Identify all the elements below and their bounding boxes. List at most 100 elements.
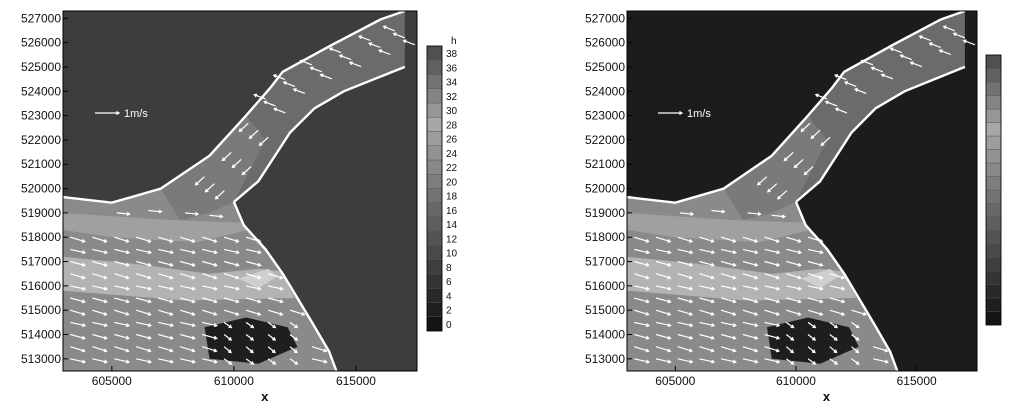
velocity-vector xyxy=(764,248,781,255)
velocity-vector xyxy=(764,297,781,304)
legend-tick-label: 12 xyxy=(446,234,458,245)
legend-swatch xyxy=(985,176,1002,191)
velocity-vector xyxy=(699,333,716,340)
plot-area xyxy=(63,11,417,371)
velocity-vector xyxy=(214,190,225,200)
legend-swatch xyxy=(985,135,1002,150)
chart-panel-2: 1m/s 513000 514000 515000 516000 517000 518000… xyxy=(585,10,1002,404)
velocity-vector xyxy=(803,165,814,176)
velocity-vector xyxy=(742,248,759,255)
velocity-vector xyxy=(158,309,174,316)
velocity-vector xyxy=(70,273,86,280)
velocity-vector xyxy=(928,42,942,49)
velocity-vector xyxy=(194,176,205,186)
velocity-vector xyxy=(158,346,174,353)
velocity-vector xyxy=(699,260,716,267)
velocity-vector xyxy=(70,260,86,267)
velocity-vector xyxy=(223,297,240,304)
y-tick-label: 514000 xyxy=(585,328,625,342)
velocity-vector xyxy=(764,260,781,267)
velocity-vector xyxy=(747,211,762,217)
velocity-vector xyxy=(655,321,672,328)
y-tick-label: 519000 xyxy=(585,206,625,220)
velocity-vector xyxy=(677,260,694,267)
velocity-vector xyxy=(202,236,218,243)
y-tick-label: 524000 xyxy=(585,84,625,98)
velocity-vector xyxy=(338,54,352,61)
velocity-vector xyxy=(92,297,108,304)
velocity-vector xyxy=(870,66,884,73)
velocity-vector xyxy=(289,346,298,354)
velocity-vector xyxy=(180,333,196,340)
velocity-vector xyxy=(942,25,956,32)
channel-water-southwest xyxy=(63,155,337,371)
bank-line-sw-main xyxy=(794,201,899,371)
y-tick-label: 516000 xyxy=(585,279,625,293)
velocity-vector xyxy=(764,333,781,340)
y-tick-label: 523000 xyxy=(585,109,625,123)
velocity-vector xyxy=(655,358,672,364)
velocity-vector xyxy=(70,333,86,340)
confluence-water xyxy=(723,115,828,221)
velocity-vector xyxy=(766,183,778,193)
velocity-vector xyxy=(204,183,215,193)
legend-tick-label: 6 xyxy=(446,277,452,288)
velocity-vector xyxy=(114,346,130,353)
y-tick-label: 527000 xyxy=(21,11,61,25)
velocity-vector xyxy=(180,297,196,304)
velocity-vector xyxy=(289,321,299,329)
velocity-vector xyxy=(677,321,694,328)
velocity-vector xyxy=(786,248,803,255)
velocity-vector xyxy=(377,49,391,56)
velocity-vector xyxy=(742,358,759,364)
velocity-vector xyxy=(699,273,715,280)
velocity-vector xyxy=(655,333,672,340)
y-tick-label: 514000 xyxy=(21,328,61,342)
velocity-vector xyxy=(223,346,232,354)
y-tick-label: 520000 xyxy=(21,182,61,196)
velocity-vector xyxy=(786,236,802,243)
velocity-vector xyxy=(634,309,650,316)
velocity-vector xyxy=(720,273,737,280)
velocity-vector xyxy=(158,236,174,243)
velocity-vector xyxy=(289,334,299,341)
velocity-vector xyxy=(677,273,694,280)
velocity-vector xyxy=(136,297,152,304)
velocity-vector xyxy=(223,260,240,267)
legend-swatch xyxy=(426,117,443,132)
velocity-vector xyxy=(70,297,86,304)
legend-tick-label: 14 xyxy=(446,220,458,231)
velocity-vector xyxy=(328,47,342,54)
contour-band-bank xyxy=(63,212,249,243)
velocity-vector xyxy=(92,260,108,267)
velocity-vector xyxy=(348,61,362,68)
legend-tick-label: 18 xyxy=(446,192,458,203)
legend-swatch xyxy=(985,297,1002,312)
x-tick-label: 610000 xyxy=(776,374,816,388)
velocity-vector xyxy=(158,285,175,291)
legend-swatch xyxy=(985,122,1002,137)
velocity-vector xyxy=(720,346,737,353)
legend-tick-label: 16 xyxy=(446,206,458,217)
velocity-vector xyxy=(834,107,848,114)
legend-swatch xyxy=(985,95,1002,110)
velocity-vector xyxy=(223,248,240,255)
chart-panel-1: 1m/s 513000 514000 515000 516000 517000 518000… xyxy=(21,10,458,404)
velocity-vector xyxy=(807,334,816,341)
legend-swatch xyxy=(985,284,1002,299)
velocity-vector xyxy=(223,358,233,365)
velocity-vector xyxy=(720,285,737,291)
velocity-vector xyxy=(699,248,716,255)
velocity-vector xyxy=(677,333,694,340)
velocity-vector xyxy=(677,358,694,364)
legend-tick-label: 2 xyxy=(446,306,452,317)
velocity-vector xyxy=(223,309,240,316)
velocity-vector xyxy=(820,136,831,147)
velocity-vector xyxy=(70,346,86,353)
legend-swatch xyxy=(985,270,1002,285)
legend-swatch xyxy=(426,188,443,203)
velocity-vector xyxy=(764,309,781,316)
velocity-vector xyxy=(158,273,174,280)
velocity-vector xyxy=(854,88,867,94)
velocity-vector xyxy=(742,346,759,353)
